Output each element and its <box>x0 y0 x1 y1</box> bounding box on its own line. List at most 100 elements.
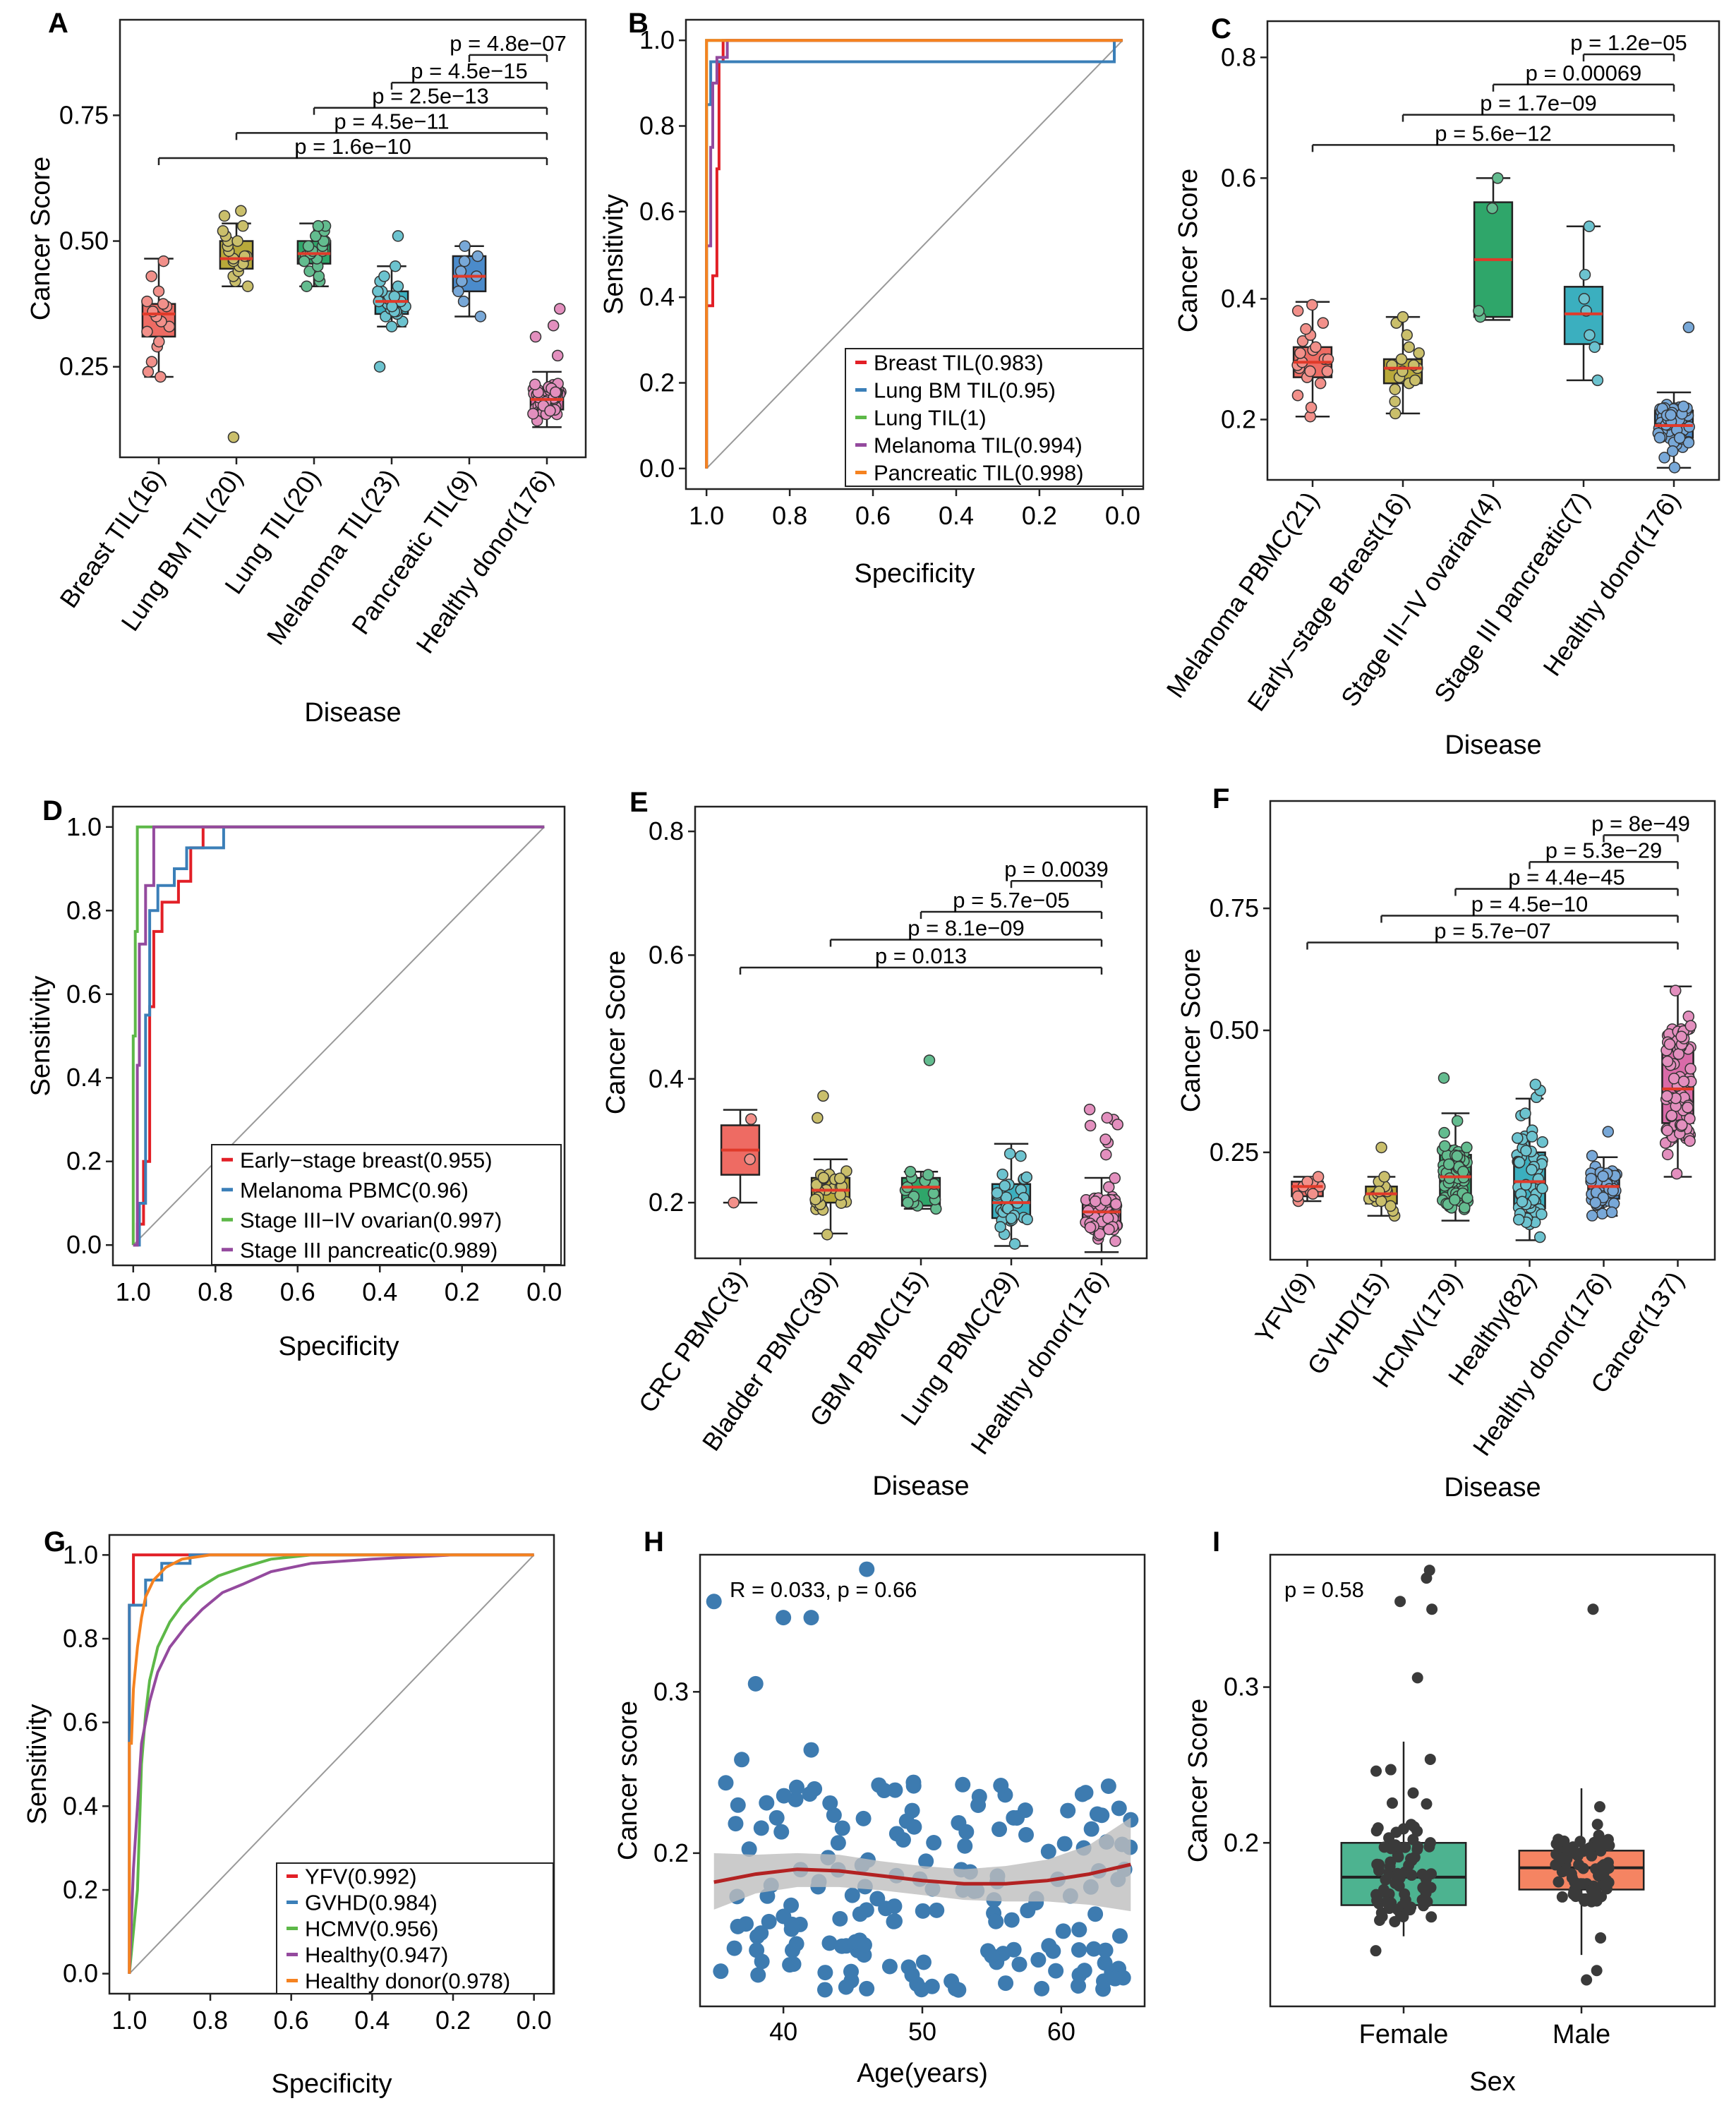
box-4 <box>452 240 487 323</box>
p-value-annotation: p = 0.58 <box>1284 1577 1364 1602</box>
data-point <box>1426 1603 1438 1615</box>
data-point <box>1304 365 1316 378</box>
scatter-point <box>843 1963 859 1980</box>
scatter-point <box>1040 1843 1056 1860</box>
fit-line <box>713 1862 1131 1886</box>
scatter-point <box>768 1809 785 1826</box>
data-point <box>1021 1213 1033 1226</box>
x-tick-label: 0.4 <box>362 1277 397 1306</box>
p-value: p = 0.013 <box>875 944 967 968</box>
data-point <box>1306 299 1318 311</box>
category-label: Male <box>1553 2020 1610 2049</box>
data-point <box>1084 1221 1097 1234</box>
data-point <box>145 356 158 368</box>
data-point <box>1473 305 1485 317</box>
data-point <box>1089 1195 1102 1207</box>
scatter-point <box>984 1948 1000 1964</box>
data-point <box>1307 1188 1319 1200</box>
y-tick-label: 0.50 <box>1210 1016 1259 1044</box>
data-point <box>312 219 325 232</box>
scatter-point <box>1089 1806 1105 1822</box>
category-label: Stage III pancreatic(7) <box>1428 486 1596 708</box>
roc-curve-3 <box>133 825 545 1247</box>
y-tick-label: 0.75 <box>1210 893 1259 922</box>
scatter-point <box>1006 1941 1022 1958</box>
scatter-point <box>741 1841 757 1857</box>
y-tick-label: 0.25 <box>59 352 109 381</box>
data-point <box>1594 1842 1606 1854</box>
data-point <box>817 1090 829 1102</box>
y-tick-label: 0.8 <box>639 111 675 140</box>
data-point <box>1682 321 1695 334</box>
box-0 <box>141 255 176 383</box>
data-point <box>1100 1148 1112 1161</box>
data-point <box>1399 1841 1411 1853</box>
data-point <box>1512 1213 1525 1226</box>
data-point <box>1296 335 1309 347</box>
confidence-band <box>713 1817 1131 1912</box>
scatter-point <box>1083 1821 1099 1837</box>
data-point <box>217 225 229 237</box>
y-tick-label: 0.4 <box>63 1791 98 1820</box>
data-point <box>923 1054 936 1066</box>
y-tick-label: 1.0 <box>63 1540 98 1569</box>
scatter-point <box>830 1835 846 1851</box>
y-tick-label: 0.2 <box>66 1147 102 1176</box>
scatter-point <box>887 1782 903 1798</box>
p-value: p = 1.7e−09 <box>1480 91 1597 116</box>
data-point <box>1310 341 1322 354</box>
y-tick-label: 0.2 <box>649 1188 684 1217</box>
data-point <box>1424 1837 1436 1849</box>
scatter-point <box>881 1958 898 1975</box>
data-point <box>301 280 313 292</box>
data-point <box>1413 347 1425 359</box>
x-axis-label: Specificity <box>271 2069 392 2099</box>
data-point <box>1411 1672 1423 1684</box>
data-point <box>1602 1126 1615 1138</box>
x-tick-label: 0.0 <box>517 2006 552 2035</box>
data-point <box>1676 1119 1688 1131</box>
y-tick-label: 0.4 <box>66 1063 102 1092</box>
data-point <box>1438 1126 1450 1139</box>
data-point <box>1682 1102 1694 1114</box>
data-point <box>457 295 470 308</box>
data-point <box>1605 1206 1618 1218</box>
data-point <box>840 1165 852 1177</box>
data-point <box>1416 1868 1428 1880</box>
data-point <box>1557 1865 1569 1877</box>
data-point <box>1584 1841 1596 1853</box>
legend-entry: GVHD(0.984) <box>305 1891 438 1915</box>
p-value: p = 4.8e−07 <box>450 31 567 56</box>
scatter-point <box>1097 1955 1113 1971</box>
data-point <box>1670 1167 1683 1180</box>
data-point <box>452 285 464 298</box>
data-point <box>1385 1200 1397 1212</box>
data-point <box>1109 1235 1121 1247</box>
data-point <box>553 303 566 315</box>
data-point <box>1451 1150 1464 1162</box>
data-point <box>1519 1107 1531 1119</box>
data-point <box>1449 1193 1461 1206</box>
data-point <box>1407 1787 1419 1799</box>
data-point <box>1591 1965 1603 1977</box>
box-3 <box>991 1143 1033 1250</box>
panel-label-h: H <box>644 1526 664 1558</box>
data-point <box>1405 1853 1417 1865</box>
data-point <box>1375 1907 1387 1919</box>
y-tick-label: 0.2 <box>63 1875 98 1904</box>
box-0 <box>1291 1171 1326 1207</box>
panel-b: 0.0 0.2 0.4 0.6 0.8 1.0 1.0 0.8 0.6 0.4 0.2 0.0 Spec… <box>599 18 1145 589</box>
data-point <box>1457 1165 1469 1178</box>
data-point <box>1591 374 1604 387</box>
scatter-point <box>1087 1906 1104 1922</box>
data-point <box>1589 1196 1602 1209</box>
data-point <box>1682 1010 1695 1023</box>
scatter-point <box>924 1978 940 1994</box>
box-1 <box>1518 1603 1645 1986</box>
box-5 <box>527 303 567 428</box>
panel-c: 0.2 0.4 0.6 0.8 Cancer Score Melanoma PBMC(21… <box>1160 20 1720 760</box>
scatter-point <box>750 1967 766 1983</box>
x-tick-label: 0.2 <box>445 1277 480 1306</box>
data-point <box>1425 1911 1437 1923</box>
y-tick-label: 0.2 <box>653 1838 689 1867</box>
